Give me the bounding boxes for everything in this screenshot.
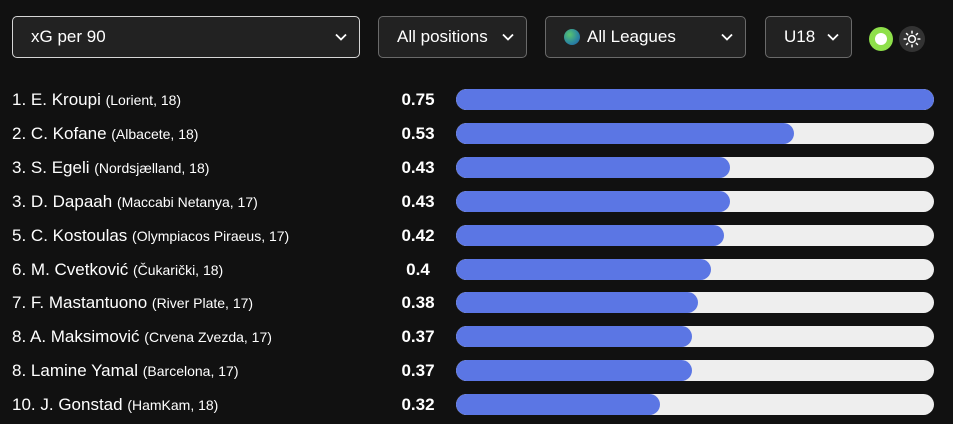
value-bar-track	[456, 122, 934, 144]
value-bar-fill	[456, 258, 711, 280]
player-value: 0.32	[401, 395, 435, 415]
player-label: 7. F. Mastantuono (River Plate, 17)	[12, 293, 253, 313]
ranking-row: 10. J. Gonstad (HamKam, 18) 0.32	[0, 388, 953, 422]
value-bar-fill	[456, 292, 699, 314]
age-select-value: U18	[784, 27, 816, 46]
player-value: 0.38	[401, 293, 435, 313]
player-name: F. Mastantuono	[30, 293, 148, 313]
ranking-row: 5. C. Kostoulas (Olympiacos Piraeus, 17)…	[0, 219, 953, 253]
player-rank: 3.	[12, 157, 27, 177]
ranking-row: 6. M. Cvetković (Čukarički, 18) 0.4	[0, 253, 953, 287]
ranking-row: 2. C. Kofane (Albacete, 18) 0.53	[0, 117, 953, 151]
player-club-age: (Barcelona, 17)	[142, 363, 239, 380]
globe-icon	[564, 29, 580, 45]
player-label: 1. E. Kroupi (Lorient, 18)	[12, 90, 181, 110]
player-rank: 7.	[12, 293, 27, 313]
player-rank: 8.	[12, 361, 27, 381]
toggle-knob	[875, 33, 887, 45]
player-label: 8. A. Maksimović (Crvena Zvezda, 17)	[12, 327, 272, 347]
age-select[interactable]: U18	[765, 16, 852, 58]
ranking-row: 3. D. Dapaah (Maccabi Netanya, 17) 0.43	[0, 185, 953, 219]
positions-select-value: All positions	[397, 27, 488, 46]
player-value: 0.42	[401, 225, 435, 245]
player-value: 0.53	[401, 123, 435, 143]
player-name: D. Dapaah	[30, 191, 113, 211]
value-bar-fill	[456, 326, 692, 348]
value-bar-track	[456, 89, 934, 110]
player-name: S. Egeli	[30, 157, 90, 177]
chevron-down-icon	[827, 31, 839, 43]
leagues-select-value: All Leagues	[587, 27, 676, 46]
status-toggle[interactable]	[869, 27, 893, 51]
value-bar-track	[456, 190, 934, 212]
player-name: M. Cvetković	[30, 259, 129, 279]
metric-select[interactable]: xG per 90	[12, 16, 360, 58]
player-label: 3. D. Dapaah (Maccabi Netanya, 17)	[12, 192, 258, 212]
ranking-row: 7. F. Mastantuono (River Plate, 17) 0.38	[0, 286, 953, 320]
player-name: J. Gonstad	[40, 395, 123, 415]
value-bar-fill	[456, 89, 934, 110]
player-label: 5. C. Kostoulas (Olympiacos Piraeus, 17)	[12, 226, 289, 246]
player-label: 2. C. Kofane (Albacete, 18)	[12, 124, 198, 144]
player-club-age: (River Plate, 17)	[151, 295, 254, 312]
value-bar-track	[456, 326, 934, 348]
player-value: 0.37	[401, 361, 435, 381]
player-club-age: (Nordsjælland, 18)	[94, 159, 210, 176]
player-name: C. Kostoulas	[30, 225, 128, 245]
player-club-age: (Olympiacos Piraeus, 17)	[132, 227, 290, 244]
metric-select-value: xG per 90	[31, 27, 106, 46]
leagues-select[interactable]: All Leagues	[545, 16, 746, 58]
player-value: 0.43	[401, 157, 435, 177]
positions-select[interactable]: All positions	[378, 16, 527, 58]
value-bar-fill	[456, 394, 660, 416]
theme-toggle-button[interactable]	[899, 26, 925, 52]
chevron-down-icon	[502, 31, 514, 43]
player-label: 10. J. Gonstad (HamKam, 18)	[12, 395, 218, 415]
player-club-age: (Albacete, 18)	[111, 125, 199, 142]
player-value: 0.37	[401, 327, 435, 347]
ranking-row: 1. E. Kroupi (Lorient, 18) 0.75	[0, 83, 953, 117]
player-name: C. Kofane	[30, 123, 107, 143]
player-label: 8. Lamine Yamal (Barcelona, 17)	[12, 361, 238, 381]
chevron-down-icon	[335, 31, 347, 43]
player-name: E. Kroupi	[30, 90, 101, 109]
ranking-row: 8. A. Maksimović (Crvena Zvezda, 17) 0.37	[0, 320, 953, 354]
player-name: Lamine Yamal	[30, 361, 139, 381]
ranking-row: 8. Lamine Yamal (Barcelona, 17) 0.37	[0, 354, 953, 388]
player-club-age: (Crvena Zvezda, 17)	[144, 329, 272, 346]
player-value: 0.75	[401, 90, 435, 109]
player-club-age: (HamKam, 18)	[127, 397, 219, 414]
value-bar-track	[456, 224, 934, 246]
player-club-age: (Maccabi Netanya, 17)	[116, 193, 258, 210]
value-bar-fill	[456, 190, 731, 212]
value-bar-track	[456, 360, 934, 382]
value-bar-track	[456, 156, 934, 178]
value-bar-track	[456, 394, 934, 416]
value-bar-track	[456, 258, 934, 280]
player-rank: 2.	[12, 123, 27, 143]
player-rank: 6.	[12, 259, 27, 279]
player-value: 0.4	[406, 259, 430, 279]
player-rank: 5.	[12, 225, 27, 245]
sun-icon	[903, 30, 921, 48]
player-rank: 8.	[12, 327, 27, 347]
player-club-age: (Čukarički, 18)	[132, 261, 224, 278]
ranking-row: 3. S. Egeli (Nordsjælland, 18) 0.43	[0, 151, 953, 185]
value-bar-fill	[456, 156, 731, 178]
value-bar-track	[456, 292, 934, 314]
value-bar-fill	[456, 360, 692, 382]
player-label: 3. S. Egeli (Nordsjælland, 18)	[12, 158, 209, 178]
player-rank: 3.	[12, 191, 27, 211]
player-value: 0.43	[401, 191, 435, 211]
chevron-down-icon	[721, 31, 733, 43]
player-name: A. Maksimović	[29, 327, 140, 347]
player-rank: 1.	[12, 90, 27, 109]
value-bar-fill	[456, 224, 724, 246]
player-club-age: (Lorient, 18)	[105, 92, 182, 108]
value-bar-fill	[456, 122, 794, 144]
player-label: 6. M. Cvetković (Čukarički, 18)	[12, 260, 223, 280]
player-rank: 10.	[12, 395, 36, 415]
